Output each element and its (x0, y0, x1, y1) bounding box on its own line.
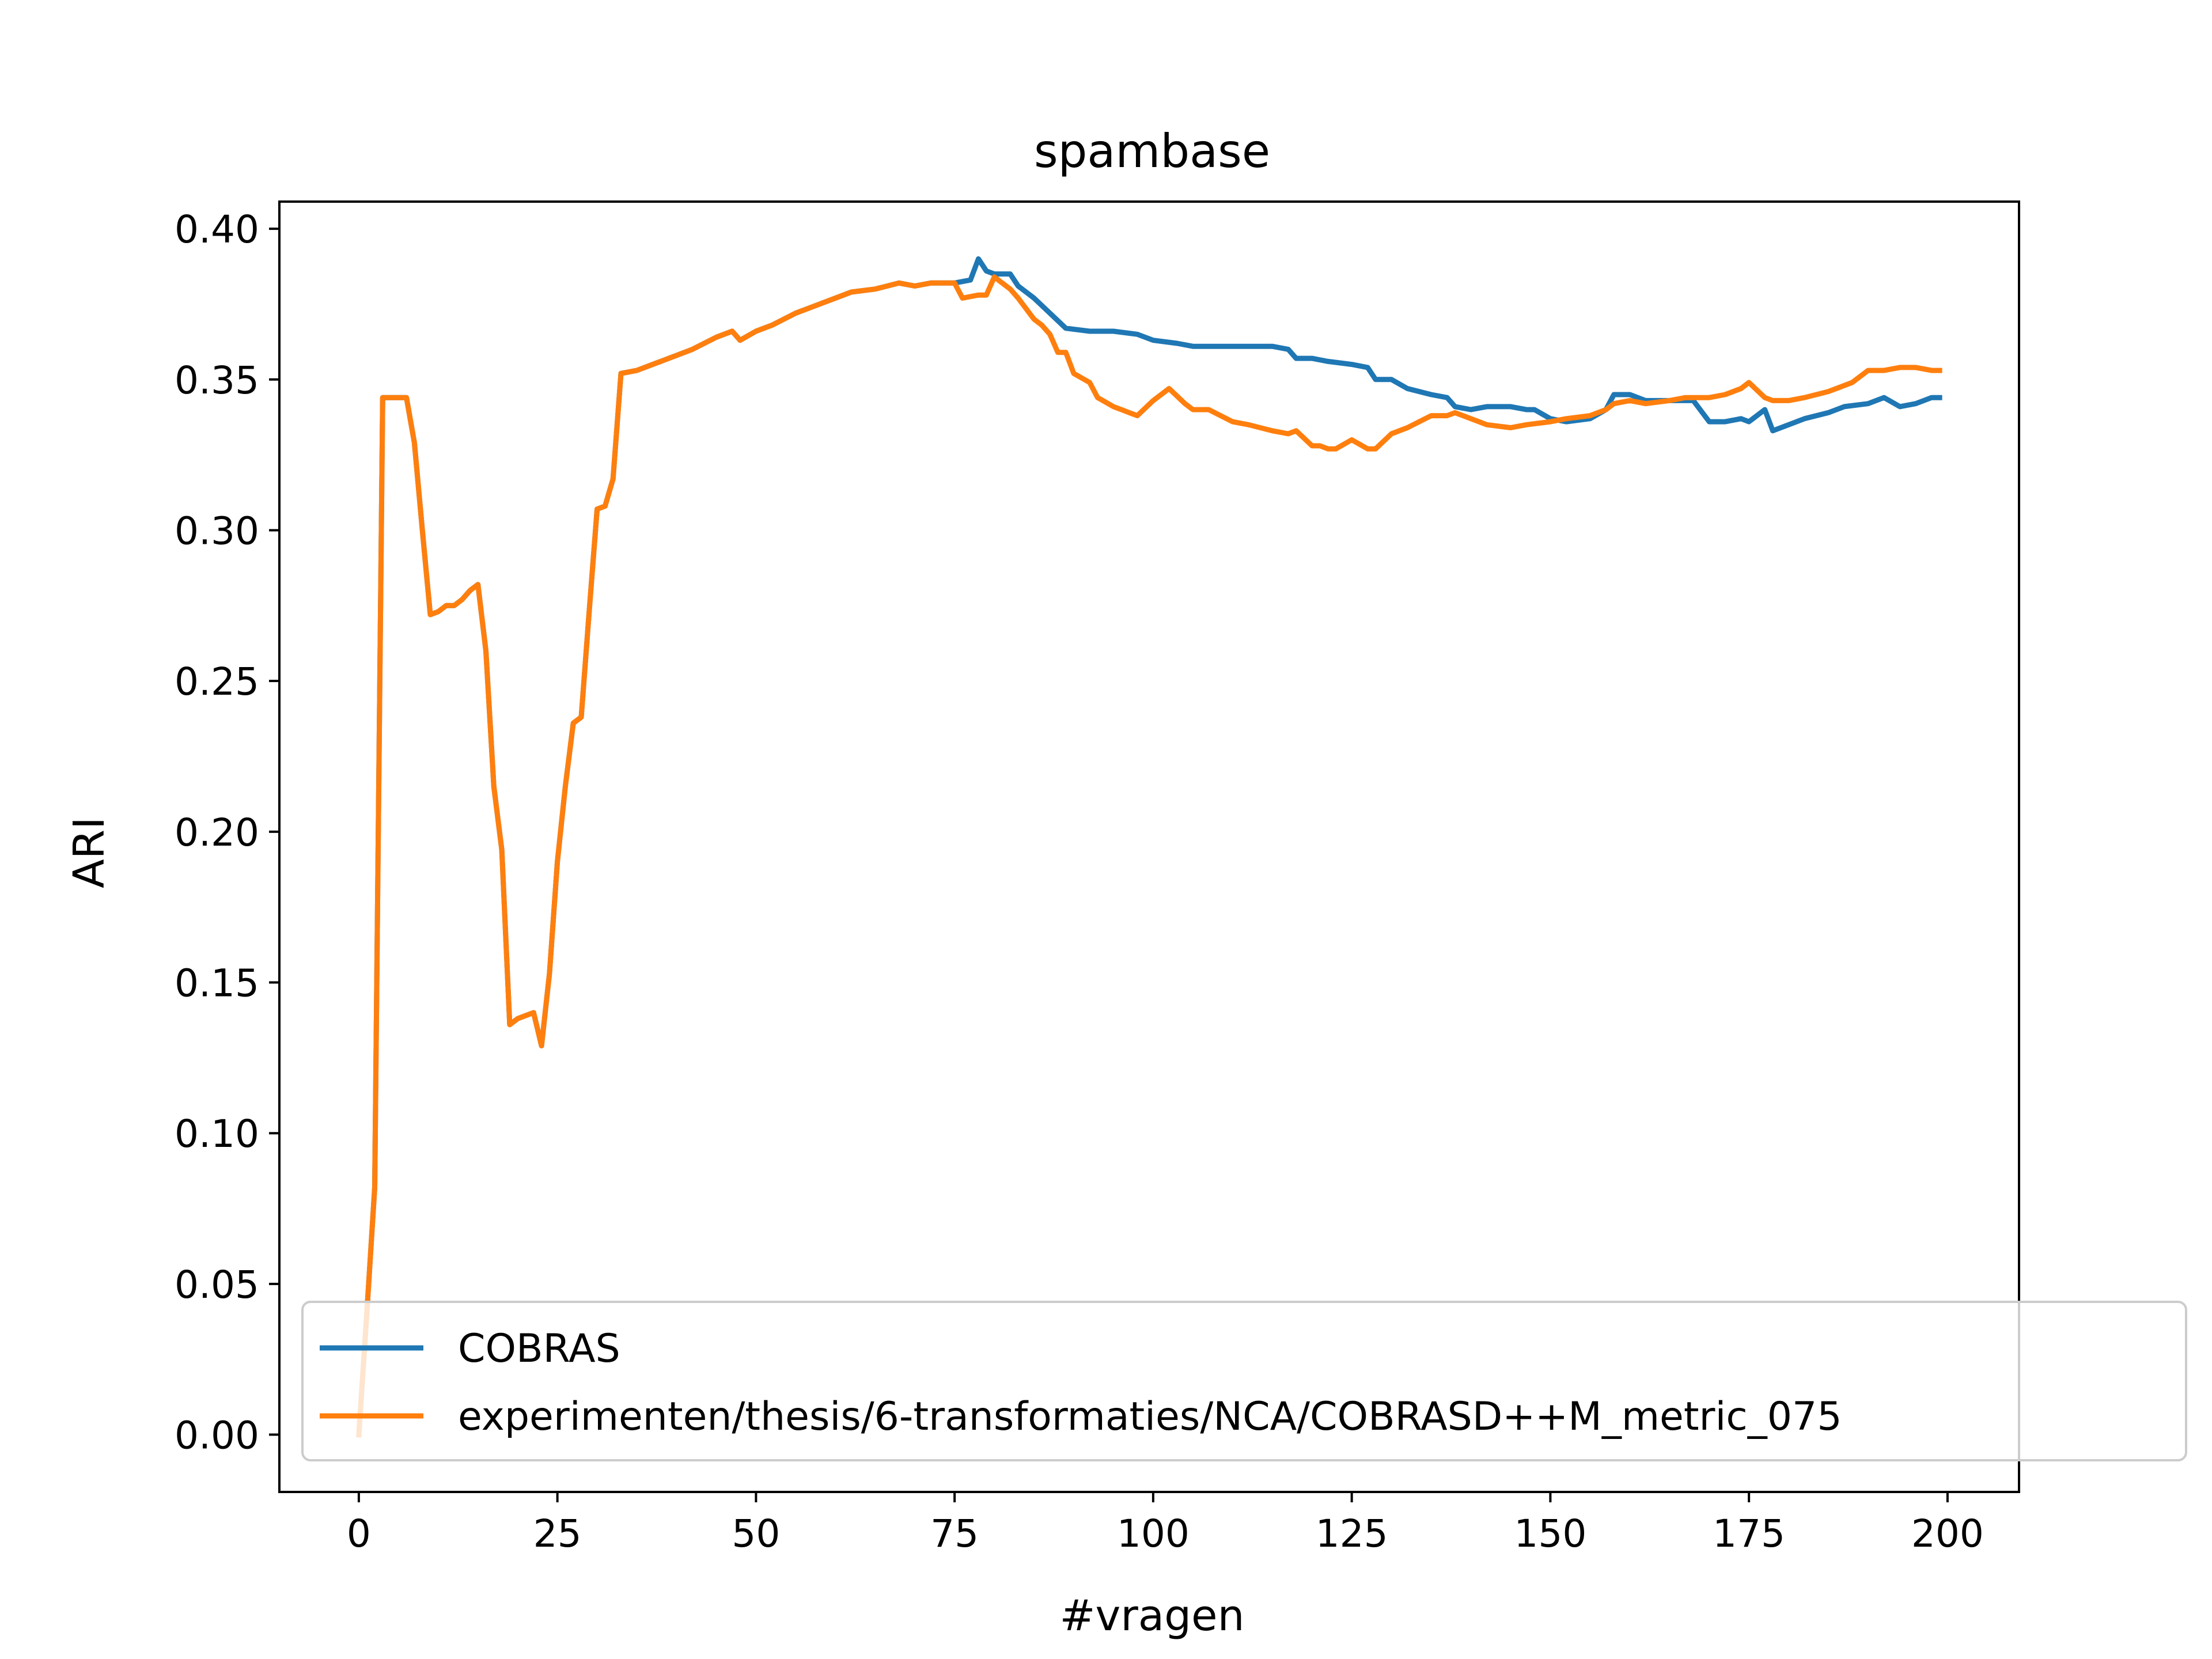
legend: COBRAS experimenten/thesis/6-transformati… (301, 1301, 2187, 1461)
y-tick-label: 0.05 (175, 1263, 259, 1307)
legend-box (301, 1301, 2187, 1461)
chart-title: spambase (1034, 124, 1270, 178)
x-tick-label: 200 (1911, 1512, 1984, 1556)
y-tick-label: 0.15 (175, 961, 259, 1006)
y-tick-label: 0.10 (175, 1112, 259, 1156)
y-tick-label: 0.30 (175, 509, 259, 553)
x-tick-label: 125 (1316, 1512, 1388, 1556)
legend-label: experimenten/thesis/6-transformaties/NCA… (458, 1394, 1842, 1440)
axes-frame (278, 200, 2020, 1493)
y-tick-label: 0.35 (175, 358, 259, 403)
x-axis-label: #vragen (1060, 1591, 1245, 1641)
y-tick-label: 0.20 (175, 810, 259, 855)
x-tick-label: 100 (1117, 1512, 1190, 1556)
y-tick-label: 0.40 (175, 207, 259, 252)
legend-label: COBRAS (458, 1326, 620, 1372)
x-tick-label: 175 (1713, 1512, 1785, 1556)
plot-area (278, 200, 2020, 1493)
x-tick-label: 0 (347, 1512, 371, 1556)
y-axis-label: ARI (65, 817, 114, 888)
y-tick-label: 0.25 (175, 660, 259, 704)
x-axis: 0 25 50 75 100 125 150 175 200 (347, 1492, 1984, 1556)
series-line-2 (356, 274, 1942, 1438)
x-tick-label: 75 (930, 1512, 979, 1556)
x-tick-label: 150 (1514, 1512, 1586, 1556)
y-axis: 0.00 0.05 0.10 0.15 0.20 0.25 0.30 0.35 0.40 (175, 207, 279, 1458)
y-tick-label: 0.00 (175, 1414, 259, 1458)
x-tick-label: 25 (533, 1512, 582, 1556)
x-tick-label: 50 (732, 1512, 780, 1556)
